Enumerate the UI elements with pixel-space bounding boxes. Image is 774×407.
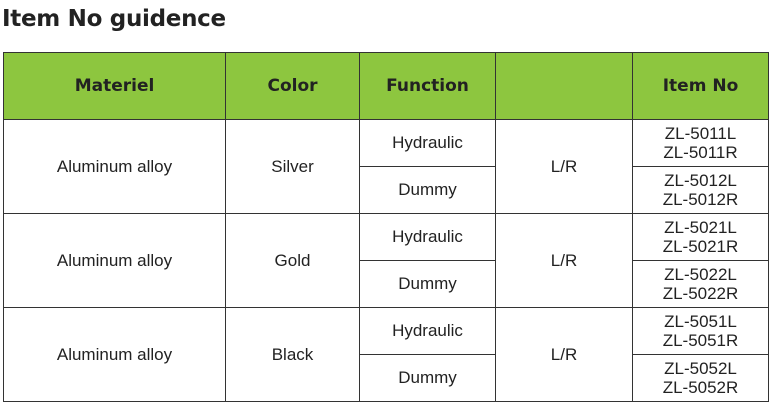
function-cell: Dummy <box>359 260 496 308</box>
item-no: ZL-5012R <box>662 190 739 209</box>
item-no: ZL-5051R <box>662 331 739 350</box>
item-no-cell: ZL-5022L ZL-5022R <box>632 260 769 308</box>
materiel-cell: Aluminum alloy <box>3 307 226 402</box>
side-cell: L/R <box>495 213 633 308</box>
materiel-cell: Aluminum alloy <box>3 119 226 214</box>
color-cell: Silver <box>225 119 360 214</box>
table-row: Dummy ZL-5022L ZL-5022R <box>4 260 769 308</box>
item-no: ZL-5012L <box>664 171 737 190</box>
header-function: Function <box>359 52 496 120</box>
item-no: ZL-5011R <box>663 143 738 162</box>
side-cell: L/R <box>495 307 633 402</box>
side-cell: L/R <box>495 119 633 214</box>
function-cell: Hydraulic <box>359 307 496 355</box>
table-row: Aluminum alloy Silver Hydraulic L/R ZL-5011L… <box>3 119 769 214</box>
table-row: Dummy ZL-5012L ZL-5012R <box>4 166 769 214</box>
item-no-cell: ZL-5011L ZL-5011R <box>632 119 769 167</box>
item-no: ZL-5051L <box>664 312 737 331</box>
item-no: ZL-5021R <box>662 237 739 256</box>
item-no: ZL-5052R <box>662 378 739 397</box>
item-no: ZL-5021L <box>664 218 737 237</box>
header-materiel: Materiel <box>3 52 226 120</box>
header-row: Materiel Color Function Item No <box>3 52 769 120</box>
function-cell: Dummy <box>359 354 496 402</box>
header-color: Color <box>225 52 360 120</box>
item-table: Materiel Color Function Item No Aluminum… <box>3 52 769 402</box>
table-row: Aluminum alloy Gold Hydraulic L/R ZL-5021L ZL… <box>3 213 769 308</box>
item-no: ZL-5052L <box>664 359 737 378</box>
item-no-cell: ZL-5051L ZL-5051R <box>632 307 769 355</box>
item-no: ZL-5022R <box>662 284 739 303</box>
table-row: Aluminum alloy Black Hydraulic L/R ZL-5051L Z… <box>3 307 769 402</box>
header-side <box>495 52 633 120</box>
header-item-no: Item No <box>632 52 769 120</box>
materiel-cell: Aluminum alloy <box>3 213 226 308</box>
item-no-cell: ZL-5052L ZL-5052R <box>632 354 769 402</box>
item-no-cell: ZL-5012L ZL-5012R <box>632 166 769 214</box>
page-title: Item No guidence <box>2 6 226 32</box>
function-cell: Dummy <box>359 166 496 214</box>
item-no: ZL-5022L <box>664 265 737 284</box>
color-cell: Gold <box>225 213 360 308</box>
table-row: Dummy ZL-5052L ZL-5052R <box>4 354 769 402</box>
function-cell: Hydraulic <box>359 119 496 167</box>
item-no: ZL-5011L <box>664 124 737 143</box>
function-cell: Hydraulic <box>359 213 496 261</box>
color-cell: Black <box>225 307 360 402</box>
item-no-cell: ZL-5021L ZL-5021R <box>632 213 769 261</box>
